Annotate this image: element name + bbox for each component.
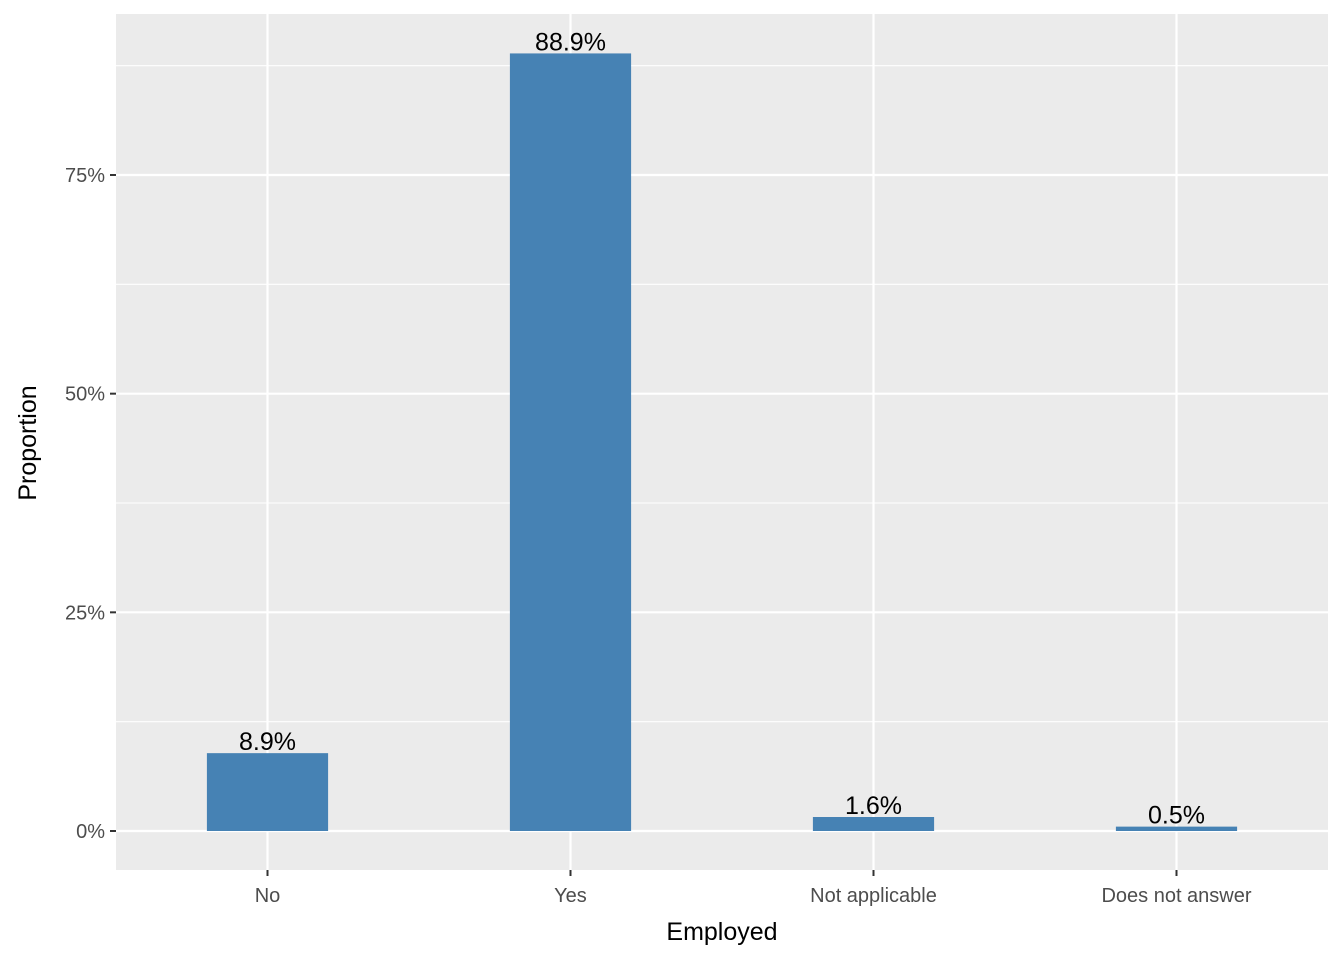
bar bbox=[812, 817, 935, 831]
y-axis-title: Proportion bbox=[14, 385, 42, 500]
data-label: 1.6% bbox=[845, 792, 902, 820]
x-tick-label: Not applicable bbox=[810, 885, 937, 907]
x-axis-title: Employed bbox=[666, 918, 777, 946]
data-label: 0.5% bbox=[1148, 802, 1205, 830]
y-tick-label: 75% bbox=[65, 165, 105, 187]
data-label: 88.9% bbox=[535, 28, 606, 56]
data-labels: 8.9% 88.9% 1.6% 0.5% bbox=[239, 28, 1205, 829]
y-tick-label: 25% bbox=[65, 602, 105, 624]
bar bbox=[1115, 826, 1238, 831]
bar bbox=[206, 753, 329, 831]
x-tick-label: Does not answer bbox=[1101, 885, 1251, 907]
bar bbox=[509, 53, 632, 832]
axes: 0% 25% 50% 75% No Yes Not applicable Does not a… bbox=[65, 165, 1252, 907]
plot-panel bbox=[116, 14, 1328, 870]
x-tick-label: Yes bbox=[554, 885, 587, 907]
data-label: 8.9% bbox=[239, 728, 296, 756]
bars bbox=[206, 53, 1238, 832]
y-tick-label: 0% bbox=[76, 821, 105, 843]
y-tick-label: 50% bbox=[65, 384, 105, 406]
x-tick-label: No bbox=[255, 885, 281, 907]
